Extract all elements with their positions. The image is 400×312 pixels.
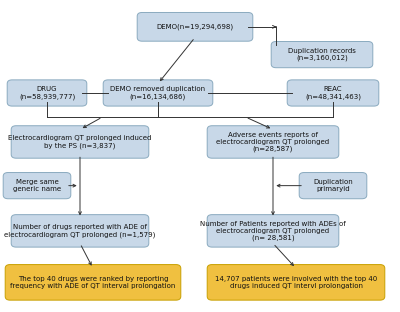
FancyBboxPatch shape <box>7 80 87 106</box>
Text: Adverse events reports of
electrocardiogram QT prolonged
(n=28,587): Adverse events reports of electrocardiog… <box>216 132 330 152</box>
Text: Number of drugs reported with ADE of
electrocardiogram QT prolonged (n=1,579): Number of drugs reported with ADE of ele… <box>4 224 156 238</box>
Text: REAC
(n=48,341,463): REAC (n=48,341,463) <box>305 86 361 100</box>
Text: Merge same
generic name: Merge same generic name <box>13 179 61 192</box>
Text: Duplication records
(n=3,160,012): Duplication records (n=3,160,012) <box>288 48 356 61</box>
FancyBboxPatch shape <box>287 80 379 106</box>
FancyBboxPatch shape <box>207 215 339 247</box>
FancyBboxPatch shape <box>11 215 149 247</box>
Text: 14,707 patients were involved with the top 40
drugs induced QT intervl prolongat: 14,707 patients were involved with the t… <box>215 276 377 289</box>
FancyBboxPatch shape <box>11 126 149 158</box>
FancyBboxPatch shape <box>103 80 213 106</box>
FancyBboxPatch shape <box>5 265 181 300</box>
Text: DRUG
(n=58,939,777): DRUG (n=58,939,777) <box>19 86 75 100</box>
FancyBboxPatch shape <box>207 265 385 300</box>
FancyBboxPatch shape <box>271 41 373 68</box>
Text: DEMO(n=19,294,698): DEMO(n=19,294,698) <box>156 24 234 30</box>
FancyBboxPatch shape <box>299 173 367 199</box>
FancyBboxPatch shape <box>207 126 339 158</box>
Text: Electrocardiogram QT prolonged induced
by the PS (n=3,837): Electrocardiogram QT prolonged induced b… <box>8 135 152 149</box>
Text: The top 40 drugs were ranked by reporting
frequency with ADE of QT interval prol: The top 40 drugs were ranked by reportin… <box>10 276 176 289</box>
FancyBboxPatch shape <box>137 12 253 41</box>
Text: DEMO removed duplication
(n=16,134,686): DEMO removed duplication (n=16,134,686) <box>110 86 206 100</box>
Text: Number of Patients reported with ADEs of
electrocardiogram QT prolonged
(n= 28,5: Number of Patients reported with ADEs of… <box>200 221 346 241</box>
FancyBboxPatch shape <box>3 173 71 199</box>
Text: Duplication
primaryid: Duplication primaryid <box>313 179 353 192</box>
